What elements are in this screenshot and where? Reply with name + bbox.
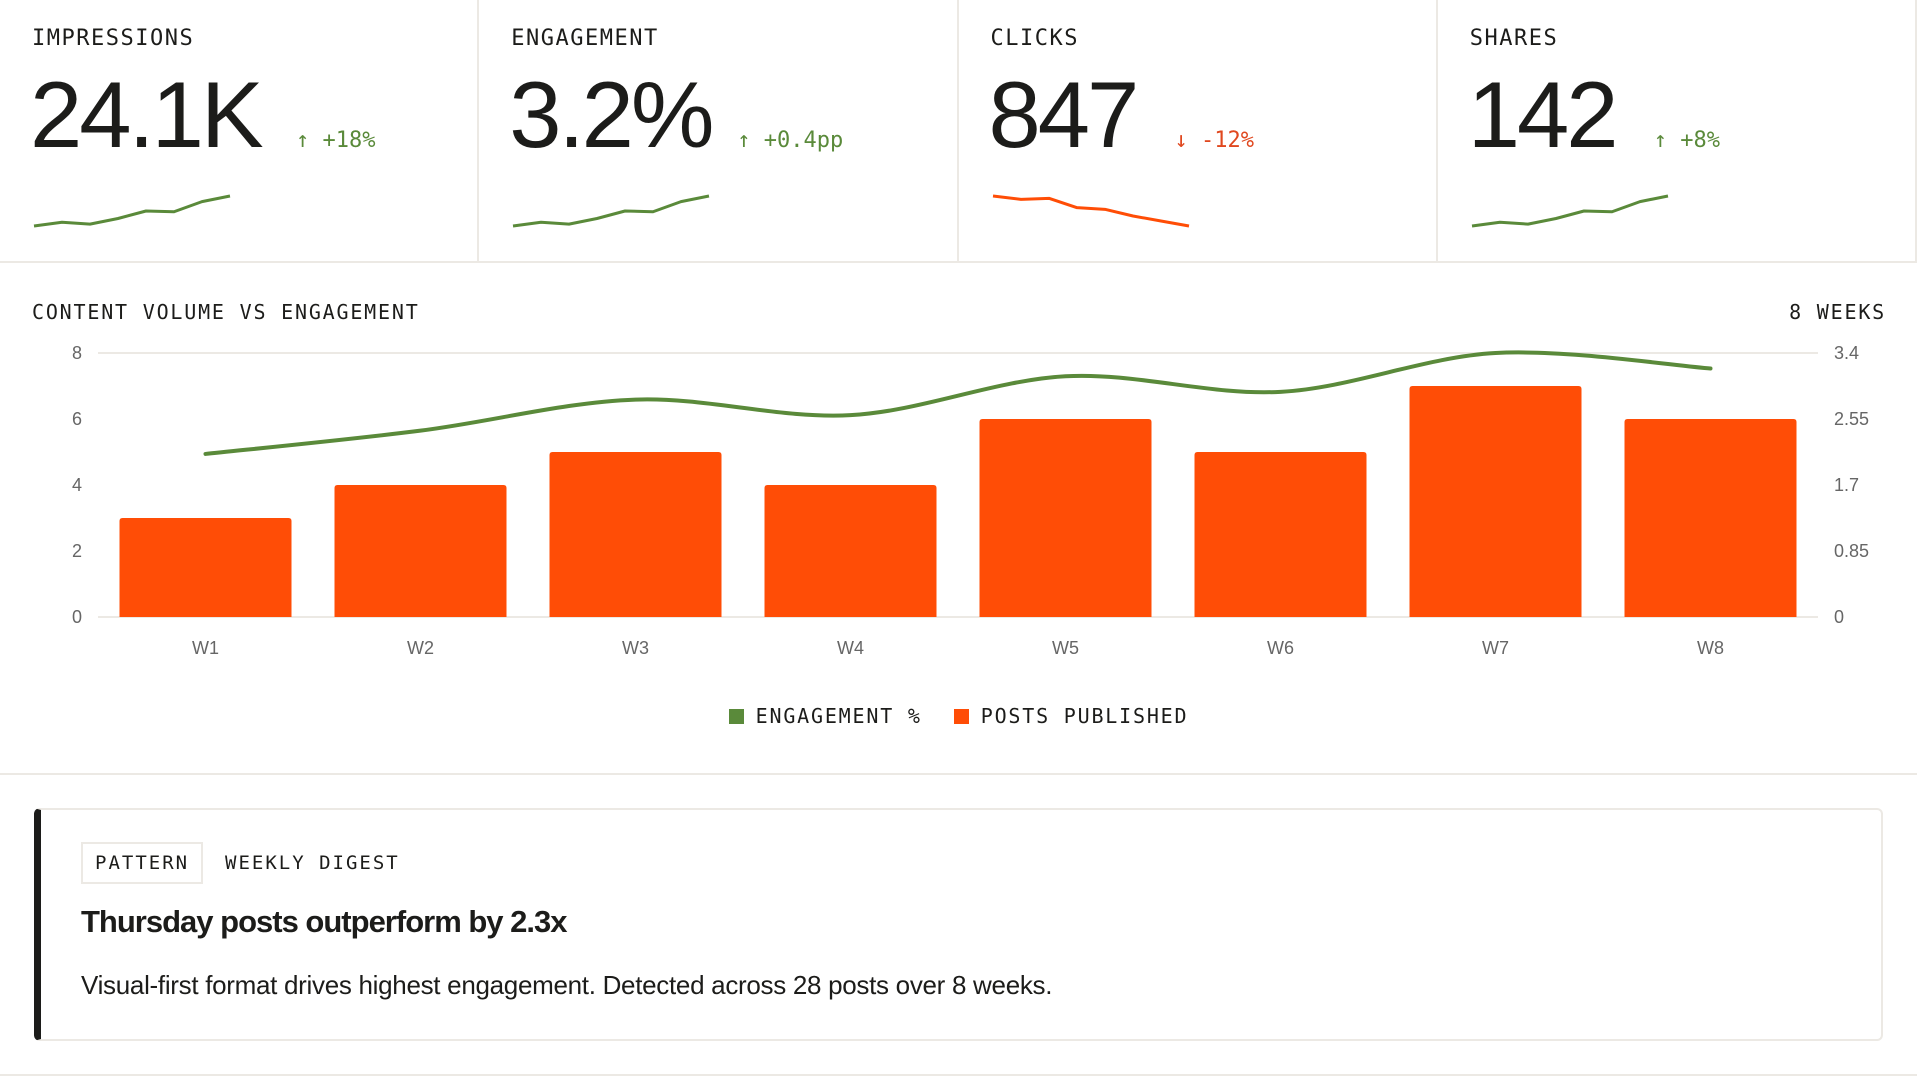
right-axis-tick: 1.7 (1834, 475, 1859, 495)
kpi-delta: ↓ -12% (1175, 128, 1254, 153)
x-axis-tick: W1 (192, 638, 219, 658)
legend-label: ENGAGEMENT % (755, 704, 922, 728)
bar-w4 (764, 485, 937, 617)
bar-w3 (549, 452, 722, 617)
kpi-card-shares: SHARES 142 ↑ +8% (1438, 0, 1915, 261)
kpi-value: 24.1K (30, 62, 264, 167)
right-axis-tick: 0 (1834, 607, 1844, 627)
kpi-delta: ↑ +8% (1654, 128, 1720, 153)
insight-card: PATTERN WEEKLY DIGEST Thursday posts out… (34, 808, 1883, 1041)
x-axis-tick: W8 (1697, 638, 1724, 658)
kpi-cards: IMPRESSIONS 24.1K ↑ +18% ENGAGEMENT 3.2%… (0, 0, 1917, 263)
kpi-delta-value: +0.4pp (763, 128, 844, 153)
left-axis-tick: 2 (72, 541, 82, 561)
sparkline-path (1471, 194, 1669, 228)
x-axis-tick: W6 (1267, 638, 1294, 658)
kpi-delta-value: +18% (322, 128, 376, 153)
sparkline-path (992, 194, 1189, 228)
left-axis-tick: 6 (72, 409, 82, 429)
x-axis-tick: W7 (1482, 638, 1509, 658)
right-axis-tick: 3.4 (1834, 343, 1859, 363)
arrow-up-icon: ↑ (296, 128, 310, 153)
kpi-delta-value: +8% (1680, 128, 1720, 153)
arrow-down-icon: ↓ (1174, 128, 1188, 153)
chart-title: CONTENT VOLUME VS ENGAGEMENT (32, 300, 420, 324)
bar-w5 (979, 419, 1152, 617)
x-axis-tick: W4 (837, 638, 864, 658)
legend-label: POSTS PUBLISHED (980, 704, 1189, 728)
kpi-value: 142 (1467, 62, 1619, 167)
left-axis-tick: 0 (72, 607, 82, 627)
divider (0, 773, 1917, 775)
bar-w8 (1624, 419, 1797, 617)
engagement-line (203, 350, 1713, 456)
right-axis-tick: 2.55 (1834, 409, 1869, 429)
insight-title: Thursday posts outperform by 2.3x (81, 904, 567, 939)
bar-w7 (1409, 386, 1582, 617)
kpi-card-impressions: IMPRESSIONS 24.1K ↑ +18% (0, 0, 480, 261)
insight-body: Visual-first format drives highest engag… (81, 970, 1053, 1000)
legend-item-engagement: ENGAGEMENT % (728, 704, 922, 728)
left-axis-tick: 8 (72, 343, 82, 363)
kpi-label: ENGAGEMENT (511, 26, 659, 51)
sparkline (33, 194, 231, 228)
left-axis-tick: 4 (72, 475, 82, 495)
kpi-delta-value: -12% (1201, 128, 1254, 153)
kpi-delta: ↑ +0.4pp (737, 128, 843, 153)
kpi-label: IMPRESSIONS (32, 26, 195, 51)
kpi-card-engagement: ENGAGEMENT 3.2% ↑ +0.4pp (479, 0, 959, 261)
divider (0, 1074, 1917, 1076)
kpi-label: SHARES (1469, 26, 1559, 51)
arrow-up-icon: ↑ (737, 128, 751, 153)
kpi-value: 847 (988, 62, 1140, 167)
x-axis-tick: W5 (1052, 638, 1079, 658)
kpi-label: CLICKS (990, 26, 1079, 51)
bar-w2 (334, 485, 507, 617)
insight-tag: PATTERN (81, 842, 204, 884)
arrow-up-icon: ↑ (1653, 128, 1667, 153)
insight-category: WEEKLY DIGEST (225, 852, 400, 874)
chart-legend: ENGAGEMENT % POSTS PUBLISHED (0, 704, 1917, 728)
right-axis-tick: 0.85 (1834, 541, 1869, 561)
sparkline (513, 194, 710, 228)
kpi-delta: ↑ +18% (296, 128, 375, 153)
legend-swatch (953, 709, 969, 724)
sparkline (992, 194, 1189, 228)
legend-swatch (728, 709, 744, 724)
sparkline-path (513, 194, 710, 228)
chart-range: 8 WEEKS (1789, 300, 1886, 324)
legend-item-posts: POSTS PUBLISHED (953, 704, 1189, 728)
sparkline (1471, 194, 1669, 228)
x-axis-tick: W3 (622, 638, 649, 658)
bar-w1 (119, 518, 292, 617)
kpi-value: 3.2% (509, 62, 714, 167)
kpi-card-clicks: CLICKS 847 ↓ -12% (959, 0, 1438, 261)
sparkline-path (33, 194, 231, 228)
combo-chart: 0 2 4 6 8 0 0.85 1.7 2.55 3.4 W1 W2 W3 W4 W5 W6 W7 W8 (72, 343, 1869, 658)
x-axis-tick: W2 (407, 638, 434, 658)
bar-w6 (1194, 452, 1367, 617)
